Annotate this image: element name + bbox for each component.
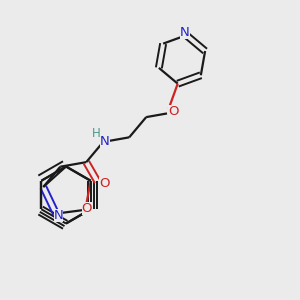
Text: O: O bbox=[168, 105, 179, 119]
Text: H: H bbox=[92, 127, 101, 140]
Text: N: N bbox=[100, 135, 110, 148]
Text: N: N bbox=[180, 26, 190, 39]
Text: N: N bbox=[53, 208, 63, 222]
Text: O: O bbox=[82, 202, 92, 215]
Text: O: O bbox=[99, 177, 110, 190]
